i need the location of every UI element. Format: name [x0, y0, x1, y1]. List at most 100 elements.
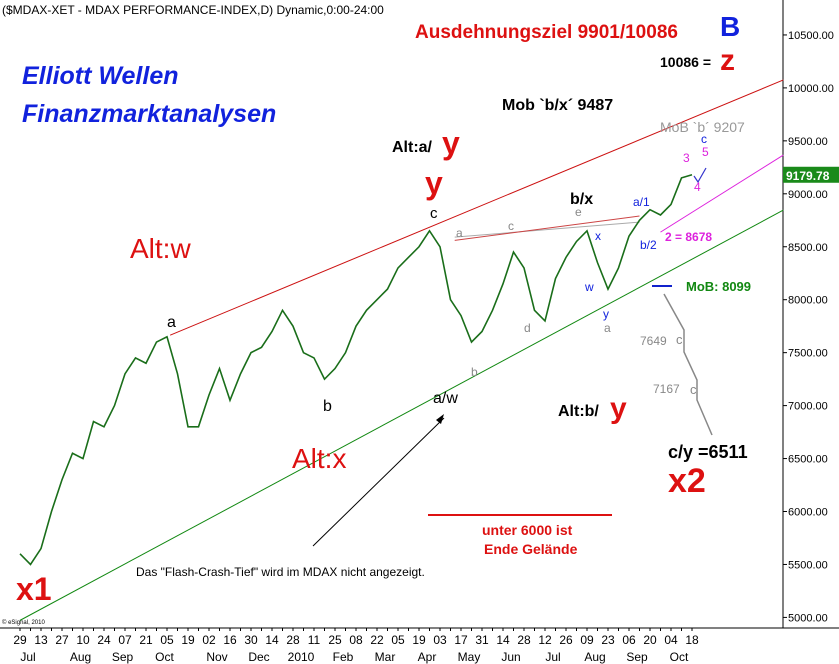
month-label: Mar	[375, 650, 396, 664]
annotation: Alt:w	[130, 233, 191, 264]
annotation: e	[575, 205, 582, 219]
x-tick-label: 18	[685, 633, 699, 647]
x-tick-label: 28	[517, 633, 531, 647]
annotation: a	[604, 321, 611, 335]
y-tick-label: 8000.00	[788, 295, 828, 307]
x-tick-label: 06	[622, 633, 636, 647]
annotation: Alt:x	[292, 443, 346, 474]
x-tick-label: 13	[34, 633, 48, 647]
month-label: Oct	[155, 650, 174, 664]
x-tick-label: 22	[370, 633, 384, 647]
month-label: Feb	[333, 650, 354, 664]
x-tick-label: 29	[13, 633, 27, 647]
annotation: a	[456, 226, 463, 240]
annotation: MoB `b´ 9207	[660, 119, 745, 135]
x-tick-label: 26	[559, 633, 573, 647]
annotation: 4	[694, 180, 701, 194]
x-tick-label: 05	[391, 633, 405, 647]
chart-title: ($MDAX-XET - MDAX PERFORMANCE-INDEX,D) D…	[2, 3, 384, 17]
projection-path	[663, 293, 713, 436]
annotation: MoB: 8099	[686, 279, 751, 294]
annotation: b	[323, 398, 332, 415]
annotation: b/2	[640, 238, 657, 252]
annotation: Finanzmarktanalysen	[22, 100, 276, 128]
x-tick-label: 25	[328, 633, 342, 647]
y-tick-label: 10000.00	[788, 83, 834, 95]
annotation: 7167	[653, 382, 680, 396]
annotation: b/x	[570, 191, 593, 208]
annotation: y	[425, 165, 443, 201]
x-tick-label: 21	[139, 633, 153, 647]
plot: 5000.00 5500.00 6000.00 6500.00 7000.00 7500.…	[13, 30, 839, 664]
trend-line	[19, 209, 784, 621]
x-tick-label: 04	[664, 633, 678, 647]
month-label: Sep	[626, 650, 648, 664]
annotation: c	[690, 382, 697, 397]
y-tick-label: 6000.00	[788, 507, 828, 519]
month-label: Sep	[112, 650, 134, 664]
y-tick-label: 8500.00	[788, 242, 828, 254]
annotation: 5	[702, 145, 709, 159]
annotation: a/1	[633, 195, 650, 209]
last-value-box	[783, 166, 839, 183]
annotation: c/y =6511	[668, 442, 748, 462]
annotation: x2	[668, 462, 706, 500]
y-tick-label: 5000.00	[788, 612, 828, 624]
y-tick-label: 7500.00	[788, 348, 828, 360]
annotation: a/w	[433, 390, 458, 407]
month-label: Jul	[20, 650, 35, 664]
annotation: 3	[683, 151, 690, 165]
annotation: w	[584, 280, 594, 294]
annotation: c	[508, 219, 514, 233]
annotation: a	[167, 314, 176, 331]
annotation: y	[442, 125, 460, 161]
x-tick-label: 10	[76, 633, 90, 647]
annotation: y	[603, 307, 609, 321]
x-tick-label: 11	[308, 633, 321, 647]
annotation: c	[676, 332, 683, 347]
annotation: b	[471, 365, 478, 379]
y-tick-label: 6500.00	[788, 454, 828, 466]
x-tick-label: 28	[286, 633, 300, 647]
annotation: unter 6000 ist	[482, 522, 573, 538]
x-tick-label: 16	[223, 633, 237, 647]
y-tick-label: 9500.00	[788, 136, 828, 148]
x-tick-label: 24	[97, 633, 111, 647]
x-tick-label: 20	[643, 633, 657, 647]
annotation: z	[720, 44, 735, 77]
month-label: Aug	[70, 650, 91, 664]
trend-line	[169, 79, 784, 336]
x-tick-label: 23	[601, 633, 615, 647]
month-label: Aug	[584, 650, 605, 664]
trend-line	[454, 215, 640, 241]
y-tick-label: 9000.00	[788, 189, 828, 201]
annotation: Ausdehnungsziel 9901/10086	[415, 22, 678, 43]
annotation: c	[701, 132, 707, 146]
wave-tick	[693, 167, 707, 184]
annotation: Das "Flash-Crash-Tief" wird im MDAX nich…	[136, 565, 425, 579]
annotation: d	[524, 321, 531, 335]
month-label: May	[458, 650, 481, 664]
trend-line	[660, 154, 784, 233]
x-tick-label: 05	[160, 633, 174, 647]
price-line	[19, 173, 693, 566]
x-tick-label: 30	[244, 633, 258, 647]
trend-line	[454, 221, 640, 238]
month-label: Jul	[545, 650, 560, 664]
annotation: 2 = 8678	[665, 230, 712, 244]
annotation: x1	[16, 571, 52, 607]
annotation: y	[610, 392, 627, 425]
x-tick-label: 12	[538, 633, 552, 647]
x-tick-label: 14	[496, 633, 510, 647]
month-label: Jun	[501, 650, 520, 664]
x-tick-label: 19	[412, 633, 426, 647]
month-label: Oct	[670, 650, 689, 664]
x-tick-label: 03	[433, 633, 447, 647]
x-tick-label: 27	[55, 633, 69, 647]
annotation: © eSignal, 2010	[2, 619, 45, 626]
annotation: 7649	[640, 334, 667, 348]
annotation: 10086 =	[660, 54, 711, 70]
y-tick-label: 7000.00	[788, 401, 828, 413]
